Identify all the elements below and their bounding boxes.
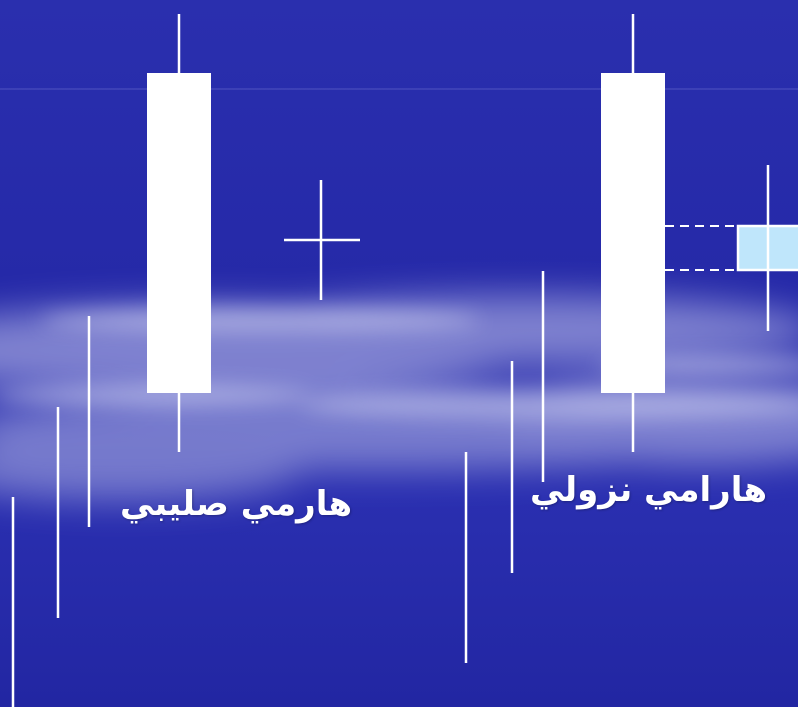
bearish-harami-label: هارامي نزولي: [530, 470, 768, 510]
bullish-harami-label: هارمي صليبي: [120, 484, 353, 524]
large-candle-body: [147, 73, 211, 393]
decorative-lines: [11, 271, 545, 707]
large-candle-body: [601, 73, 665, 393]
bearish-harami-pattern: [601, 14, 798, 452]
bullish-harami-pattern: [147, 14, 360, 452]
